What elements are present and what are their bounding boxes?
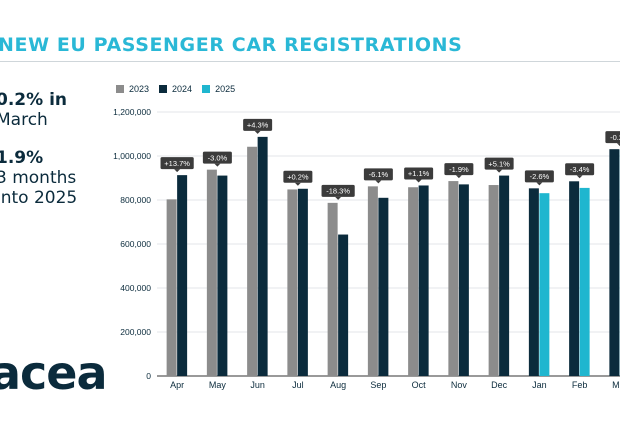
- change-badge-label: -0.2%: [610, 133, 620, 142]
- change-badge: [283, 170, 313, 183]
- bar-2024-aug: [338, 234, 349, 376]
- change-badge-pointer: [174, 169, 181, 173]
- legend-swatch-2023: [116, 85, 124, 93]
- change-badge: [363, 168, 393, 181]
- x-tick-label: May: [209, 380, 227, 390]
- change-badge-pointer: [455, 175, 462, 179]
- bar-2023-jul: [287, 189, 298, 376]
- change-badge-pointer: [415, 179, 422, 183]
- acea-logo: acea: [0, 346, 108, 400]
- bar-2024-jan: [528, 188, 539, 376]
- bar-2024-oct: [418, 185, 429, 376]
- change-badge: [404, 167, 434, 180]
- change-badge-pointer: [375, 180, 382, 184]
- bar-2024-sep: [378, 197, 389, 376]
- legend-item-2024: 2024: [159, 84, 192, 94]
- legend-item-2023: 2023: [116, 84, 149, 94]
- change-badge: [524, 170, 554, 183]
- bar-2023-jun: [247, 146, 258, 376]
- y-tick-label: 0: [146, 371, 151, 381]
- change-badge-label: -3.0%: [208, 153, 228, 162]
- bar-2024-apr: [177, 175, 188, 376]
- bar-2024-jun: [257, 136, 268, 376]
- bar-2024-jul: [297, 188, 308, 376]
- change-badge-label: -3.4%: [570, 165, 590, 174]
- legend-label-2024: 2024: [172, 84, 193, 94]
- change-badge: [202, 151, 232, 164]
- x-tick-label: Sep: [370, 380, 386, 390]
- change-badge: [160, 157, 194, 170]
- legend-swatch-2024: [159, 85, 168, 93]
- change-badge-pointer: [254, 130, 261, 134]
- x-tick-label: Jan: [532, 380, 547, 390]
- y-tick-label: 1,200,000: [113, 107, 151, 117]
- x-tick-label: Jul: [292, 380, 304, 390]
- bar-2023-may: [206, 169, 217, 376]
- x-tick-label: Oct: [412, 380, 427, 390]
- change-badge-label: +1.1%: [408, 169, 430, 178]
- ytd-change-stat: 1.9% 3 months into 2025: [0, 148, 77, 208]
- ytd-change-label-1: 3 months: [0, 168, 77, 188]
- bar-2024-may: [217, 175, 228, 376]
- change-badge: [605, 131, 620, 144]
- change-badge-pointer: [294, 182, 301, 186]
- bar-2023-nov: [448, 181, 459, 376]
- change-badge-label: +4.3%: [247, 121, 269, 130]
- y-tick-label: 1,000,000: [113, 151, 151, 161]
- march-change-label: March: [0, 110, 48, 130]
- change-badge: [565, 163, 595, 176]
- change-badge-pointer: [214, 163, 221, 167]
- bar-2023-dec: [488, 185, 499, 376]
- chart-legend: 2023 2024 2025: [116, 84, 235, 94]
- x-tick-label: Apr: [170, 380, 184, 390]
- change-badge: [321, 184, 355, 197]
- y-tick-label: 400,000: [120, 283, 151, 293]
- change-badge-label: -18.3%: [326, 187, 350, 196]
- change-badge: [243, 118, 273, 131]
- bar-2025-jan: [539, 193, 550, 376]
- change-badge: [484, 157, 514, 170]
- y-tick-label: 200,000: [120, 327, 151, 337]
- change-badge: [444, 163, 474, 176]
- bar-2023-aug: [327, 202, 338, 376]
- legend-swatch-2025: [202, 85, 211, 93]
- march-change-stat: 0.2% in March: [0, 90, 67, 130]
- change-badge-pointer: [616, 143, 620, 147]
- change-badge-pointer: [335, 196, 342, 200]
- bar-2024-nov: [458, 184, 469, 376]
- change-badge-label: -1.9%: [449, 165, 469, 174]
- bar-2024-dec: [499, 175, 510, 376]
- bar-2023-apr: [166, 199, 177, 376]
- x-tick-label: Dec: [491, 380, 508, 390]
- x-tick-label: Nov: [451, 380, 468, 390]
- bar-2023-oct: [408, 187, 419, 376]
- x-tick-label: Aug: [330, 380, 346, 390]
- bar-2024-feb: [569, 181, 580, 376]
- change-badge-label: +5.1%: [488, 159, 510, 168]
- bar-2025-feb: [579, 187, 590, 376]
- x-tick-label: Mar: [612, 380, 620, 390]
- page-title: NEW EU PASSENGER CAR REGISTRATIONS: [0, 34, 463, 56]
- change-badge-label: +13.7%: [164, 159, 190, 168]
- bar-2024-mar: [609, 149, 620, 376]
- legend-label-2025: 2025: [215, 84, 236, 94]
- x-tick-label: Jun: [250, 380, 265, 390]
- change-badge-pointer: [496, 169, 503, 173]
- bar-2023-sep: [367, 186, 378, 376]
- change-badge-label: -6.1%: [369, 170, 389, 179]
- ytd-change-value: 1.9%: [0, 148, 44, 168]
- legend-label-2023: 2023: [129, 84, 150, 94]
- change-badge-label: -2.6%: [530, 172, 550, 181]
- x-tick-label: Feb: [572, 380, 588, 390]
- title-divider: [0, 61, 620, 62]
- change-badge-label: +0.2%: [287, 172, 309, 181]
- change-badge-pointer: [536, 182, 543, 186]
- change-badge-pointer: [576, 175, 583, 179]
- y-tick-label: 800,000: [120, 195, 151, 205]
- march-change-value: 0.2% in: [0, 90, 67, 110]
- ytd-change-label-2: into 2025: [0, 188, 78, 208]
- y-tick-label: 600,000: [120, 239, 151, 249]
- legend-item-2025: 2025: [202, 84, 235, 94]
